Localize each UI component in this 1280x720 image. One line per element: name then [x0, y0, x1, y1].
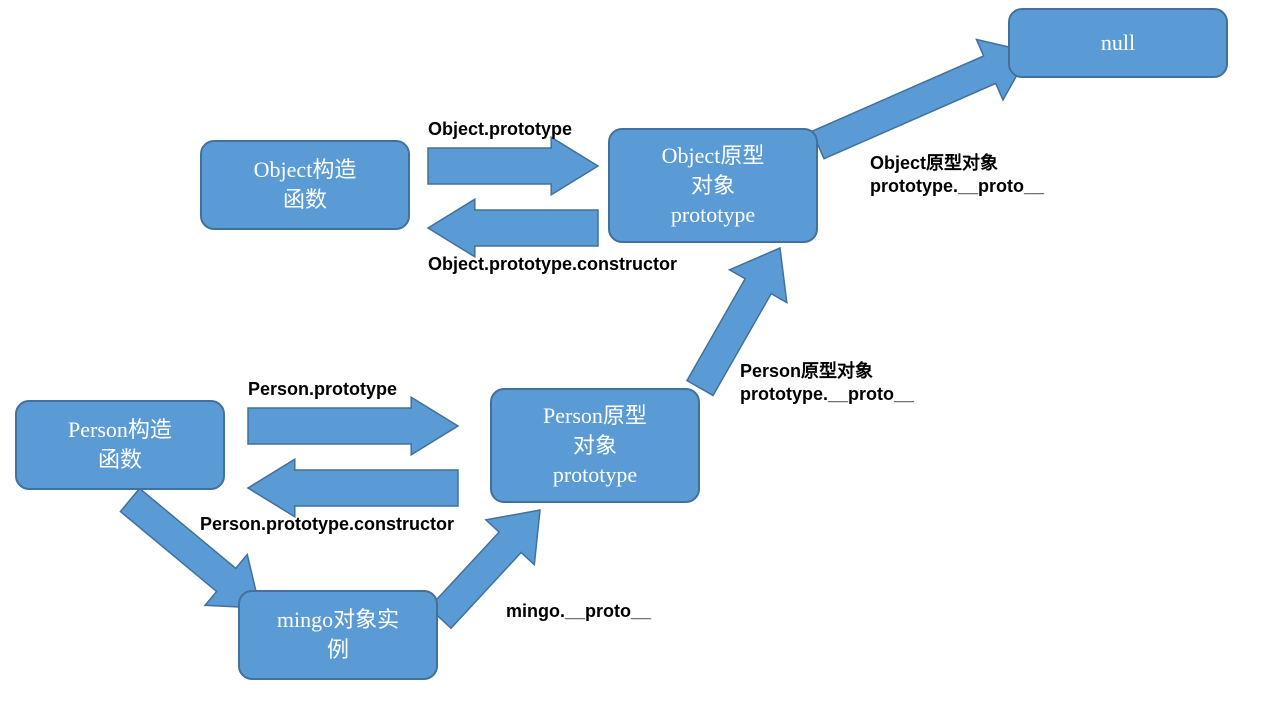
node-label: Person原型 对象 prototype: [543, 401, 647, 490]
label-person-prototype-proto: Person原型对象 prototype.__proto__: [740, 360, 914, 407]
label-object-prototype-proto: Object原型对象 prototype.__proto__: [870, 152, 1044, 199]
node-label: Object原型 对象 prototype: [662, 141, 765, 230]
label-person-prototype: Person.prototype: [248, 378, 397, 401]
node-label: Object构造 函数: [254, 155, 357, 214]
node-null: null: [1008, 8, 1228, 78]
node-object-prototype: Object原型 对象 prototype: [608, 128, 818, 243]
node-person-prototype: Person原型 对象 prototype: [490, 388, 700, 503]
label-person-prototype-constructor: Person.prototype.constructor: [200, 513, 454, 536]
node-label: mingo对象实 例: [277, 605, 399, 664]
label-object-prototype-constructor: Object.prototype.constructor: [428, 253, 677, 276]
node-label: null: [1101, 28, 1135, 58]
node-person-constructor: Person构造 函数: [15, 400, 225, 490]
label-object-prototype: Object.prototype: [428, 118, 572, 141]
label-mingo-proto: mingo.__proto__: [506, 600, 651, 623]
node-object-constructor: Object构造 函数: [200, 140, 410, 230]
node-mingo-instance: mingo对象实 例: [238, 590, 438, 680]
node-label: Person构造 函数: [68, 415, 172, 474]
